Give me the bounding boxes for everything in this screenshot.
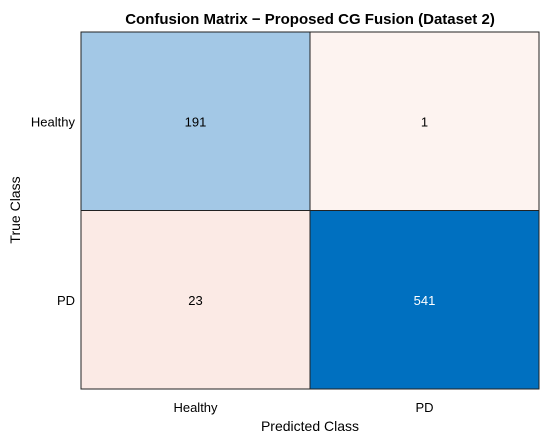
x-tick-label: Healthy bbox=[173, 400, 218, 415]
matrix-cell bbox=[309, 31, 540, 211]
y-axis-label: True Class bbox=[7, 176, 23, 243]
x-axis-label: Predicted Class bbox=[261, 418, 359, 434]
matrix-cell bbox=[80, 31, 311, 211]
cell-value-label: 191 bbox=[185, 114, 207, 129]
cell-value-label: 541 bbox=[414, 293, 436, 308]
matrix-cells: 191 1 23 541 bbox=[80, 31, 540, 390]
y-tick-label: Healthy bbox=[31, 114, 76, 129]
y-tick-label: PD bbox=[57, 293, 75, 308]
matrix-cell bbox=[80, 210, 311, 390]
y-tick-labels: Healthy PD bbox=[31, 114, 76, 308]
x-tick-labels: Healthy PD bbox=[173, 400, 433, 415]
cell-value-label: 1 bbox=[421, 114, 428, 129]
x-tick-label: PD bbox=[415, 400, 433, 415]
cell-value-label: 23 bbox=[188, 293, 202, 308]
chart-title: Confusion Matrix − Proposed CG Fusion (D… bbox=[125, 11, 495, 28]
plot-frame bbox=[80, 31, 540, 390]
matrix-cell bbox=[309, 210, 540, 390]
